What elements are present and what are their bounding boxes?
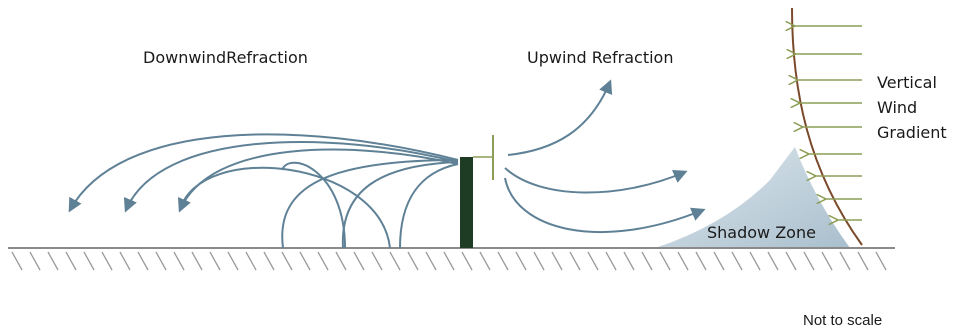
hatch-mark	[389, 251, 401, 271]
hatch-mark	[407, 251, 419, 271]
gradient-label-2: Wind	[877, 98, 917, 117]
barrier	[460, 157, 473, 248]
hatch-mark	[65, 251, 77, 271]
upwind-label: Upwind Refraction	[527, 48, 673, 67]
hatch-mark	[677, 251, 689, 271]
hatch-mark	[191, 251, 203, 271]
wind-gradient-profile	[791, 7, 863, 246]
hatch-mark	[857, 251, 869, 271]
hatch-mark	[767, 251, 779, 271]
hatch-mark	[695, 251, 707, 271]
hatch-mark	[155, 251, 167, 271]
hatch-mark	[569, 251, 581, 271]
hatch-mark	[119, 251, 131, 271]
hatch-mark	[461, 251, 473, 271]
hatch-mark	[587, 251, 599, 271]
wind-arrows	[793, 26, 862, 220]
hatch-mark	[803, 251, 815, 271]
hatch-mark	[11, 251, 23, 271]
downwind-ray-4	[179, 166, 391, 249]
hatch-mark	[443, 251, 455, 271]
downwind-ray-7	[341, 161, 459, 249]
hatch-mark	[497, 251, 509, 271]
hatch-mark	[605, 251, 617, 271]
hatch-mark	[29, 251, 41, 271]
downwind-ray-8	[399, 163, 459, 249]
hatch-mark	[425, 251, 437, 271]
hatch-mark	[533, 251, 545, 271]
downwind-ray-6	[281, 159, 459, 249]
hatch-mark	[263, 251, 275, 271]
hatch-mark	[785, 251, 797, 271]
downwind-ray-1	[68, 133, 459, 213]
hatch-mark	[101, 251, 113, 271]
hatch-mark	[623, 251, 635, 271]
downwind-rays	[68, 133, 459, 249]
hatch-mark	[551, 251, 563, 271]
hatch-mark	[173, 251, 185, 271]
hatch-mark	[839, 251, 851, 271]
hatch-mark	[749, 251, 761, 271]
hatch-mark	[281, 251, 293, 271]
downwind-ray-5	[281, 161, 346, 249]
hatch-mark	[821, 251, 833, 271]
downwind-label: DownwindRefraction	[143, 48, 308, 67]
upwind-ray-2	[504, 167, 688, 194]
hatch-mark	[659, 251, 671, 271]
hatch-mark	[83, 251, 95, 271]
hatch-mark	[353, 251, 365, 271]
hatch-mark	[641, 251, 653, 271]
gradient-label-1: Vertical	[877, 73, 937, 92]
hatch-mark	[137, 251, 149, 271]
shadow-zone	[655, 147, 850, 248]
hatch-mark	[299, 251, 311, 271]
ground-hatching	[11, 251, 887, 271]
upwind-rays	[504, 79, 706, 234]
hatch-mark	[713, 251, 725, 271]
hatch-mark	[371, 251, 383, 271]
hatch-mark	[875, 251, 887, 271]
hatch-mark	[731, 251, 743, 271]
hatch-mark	[479, 251, 491, 271]
hatch-mark	[335, 251, 347, 271]
upwind-ray-3	[504, 177, 706, 234]
upwind-ray-1	[507, 79, 613, 156]
gradient-label-3: Gradient	[877, 123, 947, 142]
downwind-ray-2	[123, 141, 459, 213]
hatch-mark	[209, 251, 221, 271]
hatch-mark	[245, 251, 257, 271]
hatch-mark	[227, 251, 239, 271]
shadow-zone-label: Shadow Zone	[707, 223, 816, 242]
hatch-mark	[515, 251, 527, 271]
scale-note: Not to scale	[803, 312, 882, 329]
hatch-mark	[317, 251, 329, 271]
hatch-mark	[47, 251, 59, 271]
